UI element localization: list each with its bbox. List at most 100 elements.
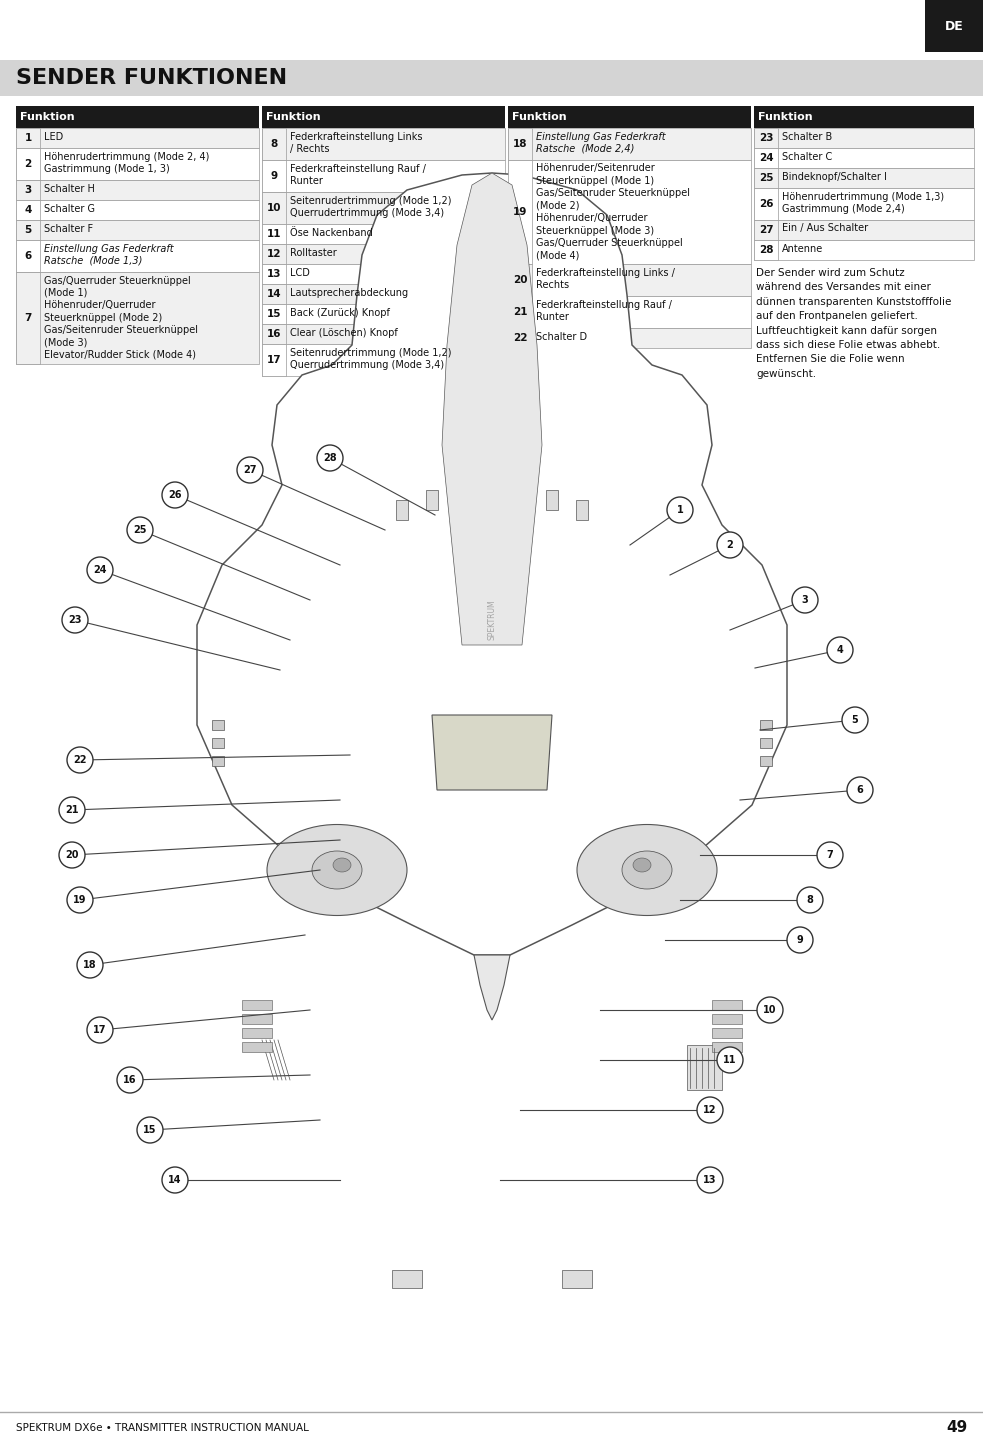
Text: 10: 10 <box>266 202 281 212</box>
Circle shape <box>162 483 188 509</box>
Circle shape <box>797 887 823 913</box>
Bar <box>712 1000 742 1010</box>
Bar <box>16 129 40 147</box>
Bar <box>262 192 505 224</box>
Bar <box>754 220 974 240</box>
Text: 12: 12 <box>266 249 281 259</box>
Bar <box>262 324 505 344</box>
Bar <box>754 147 974 168</box>
Circle shape <box>59 798 85 824</box>
Circle shape <box>62 607 88 633</box>
Bar <box>16 129 259 147</box>
Text: 26: 26 <box>759 199 774 210</box>
Bar <box>262 129 505 160</box>
Circle shape <box>67 747 93 773</box>
Text: DE: DE <box>945 19 963 32</box>
Bar <box>16 220 40 240</box>
Text: 21: 21 <box>65 805 79 815</box>
Bar <box>508 160 532 264</box>
Bar <box>262 303 505 324</box>
Text: Schalter H: Schalter H <box>44 184 95 194</box>
Circle shape <box>792 587 818 613</box>
Bar <box>16 147 259 181</box>
Text: Federkrafteinstellung Links /
Rechts: Federkrafteinstellung Links / Rechts <box>536 267 675 290</box>
Bar <box>16 199 259 220</box>
Circle shape <box>87 556 113 582</box>
Text: Federkrafteinstellung Links
/ Rechts: Federkrafteinstellung Links / Rechts <box>290 131 423 155</box>
Text: 6: 6 <box>25 251 31 262</box>
Text: 10: 10 <box>763 1006 777 1014</box>
Bar <box>16 181 259 199</box>
Polygon shape <box>197 173 787 955</box>
Bar <box>212 720 224 730</box>
Polygon shape <box>432 715 552 790</box>
Bar <box>262 264 286 285</box>
Bar <box>754 168 778 188</box>
Bar <box>760 738 772 749</box>
Text: SPEKTRUM DX6e • TRANSMITTER INSTRUCTION MANUAL: SPEKTRUM DX6e • TRANSMITTER INSTRUCTION … <box>16 1423 309 1433</box>
Text: 3: 3 <box>25 185 31 195</box>
Polygon shape <box>442 173 542 644</box>
Text: Öse Nackenband: Öse Nackenband <box>290 227 373 237</box>
Text: Ein / Aus Schalter: Ein / Aus Schalter <box>782 224 868 234</box>
Text: 11: 11 <box>723 1055 736 1065</box>
Text: 7: 7 <box>25 314 31 324</box>
Bar <box>508 296 532 328</box>
Circle shape <box>817 842 843 868</box>
Bar <box>16 199 40 220</box>
Bar <box>262 244 286 264</box>
Bar <box>576 500 588 520</box>
Bar <box>687 1045 722 1090</box>
Bar <box>262 344 286 376</box>
Bar <box>754 240 974 260</box>
Text: 24: 24 <box>759 153 774 163</box>
Bar <box>760 756 772 766</box>
Text: Funktion: Funktion <box>20 113 75 121</box>
Text: 12: 12 <box>703 1105 717 1116</box>
Text: Einstellung Gas Federkraft
Ratsche  (Mode 1,3): Einstellung Gas Federkraft Ratsche (Mode… <box>44 244 174 266</box>
Text: Bindeknopf/Schalter I: Bindeknopf/Schalter I <box>782 172 887 182</box>
Text: Federkrafteinstellung Rauf /
Runter: Federkrafteinstellung Rauf / Runter <box>290 163 426 186</box>
Bar <box>508 129 532 160</box>
Bar <box>242 1042 272 1052</box>
Bar <box>754 105 974 129</box>
Bar <box>16 240 259 272</box>
Bar <box>754 220 778 240</box>
Bar <box>262 160 286 192</box>
Circle shape <box>117 1066 143 1092</box>
Circle shape <box>317 445 343 471</box>
Bar <box>508 105 751 129</box>
Text: SPEKTRUM: SPEKTRUM <box>488 600 496 640</box>
Circle shape <box>717 1048 743 1074</box>
Bar <box>508 328 751 348</box>
Bar <box>262 344 505 376</box>
Text: 20: 20 <box>513 275 527 285</box>
Text: 25: 25 <box>759 173 774 184</box>
Text: 7: 7 <box>827 850 834 860</box>
Bar <box>754 147 778 168</box>
Bar <box>712 1027 742 1038</box>
Text: Einstellung Gas Federkraft
Ratsche  (Mode 2,4): Einstellung Gas Federkraft Ratsche (Mode… <box>536 131 665 155</box>
Circle shape <box>717 532 743 558</box>
Text: 26: 26 <box>168 490 182 500</box>
Bar <box>508 129 751 160</box>
Bar <box>16 272 40 364</box>
Text: 4: 4 <box>25 205 31 215</box>
Bar <box>16 105 259 129</box>
Circle shape <box>87 1017 113 1043</box>
Bar <box>262 105 505 129</box>
Circle shape <box>842 707 868 733</box>
Text: 18: 18 <box>513 139 527 149</box>
Bar <box>262 264 505 285</box>
Text: 17: 17 <box>266 355 281 366</box>
Bar <box>262 224 286 244</box>
Text: LCD: LCD <box>290 267 310 277</box>
Bar <box>508 264 532 296</box>
Circle shape <box>77 952 103 978</box>
Bar <box>262 324 286 344</box>
Text: Schalter B: Schalter B <box>782 131 833 142</box>
Text: Schalter C: Schalter C <box>782 152 833 162</box>
Bar <box>754 240 778 260</box>
Circle shape <box>697 1097 723 1123</box>
Bar <box>562 1270 592 1287</box>
